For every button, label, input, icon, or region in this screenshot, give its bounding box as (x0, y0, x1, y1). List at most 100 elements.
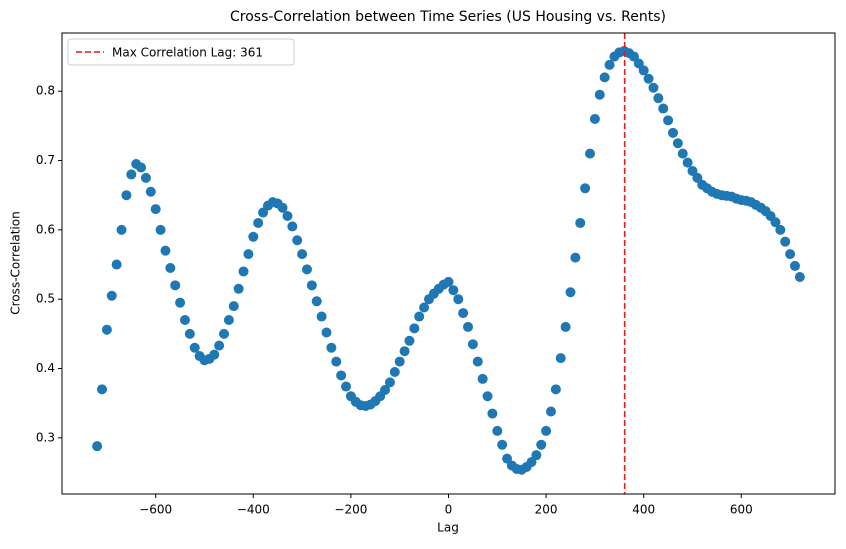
x-axis-label: Lag (437, 521, 459, 535)
point (687, 165, 698, 176)
point (184, 328, 195, 339)
point (150, 204, 161, 215)
point (165, 263, 176, 274)
point (570, 252, 581, 263)
point (638, 65, 649, 76)
point (316, 311, 327, 322)
point (677, 148, 688, 159)
point (233, 283, 244, 294)
point (448, 285, 459, 296)
point (487, 408, 498, 419)
x-tick-label: −400 (237, 503, 270, 517)
point (492, 425, 503, 436)
point (121, 190, 132, 201)
point (145, 186, 156, 197)
point (453, 294, 464, 305)
point (175, 297, 186, 308)
point (306, 280, 317, 291)
y-tick-label: 0.7 (36, 153, 55, 167)
point (97, 384, 108, 395)
point (282, 211, 293, 222)
x-tick-label: 400 (632, 503, 655, 517)
point (160, 245, 171, 256)
point (575, 217, 586, 228)
point (384, 377, 395, 388)
point (560, 321, 571, 332)
chart-title: Cross-Correlation between Time Series (U… (230, 9, 666, 25)
point (458, 308, 469, 319)
point (399, 346, 410, 357)
point (341, 381, 352, 392)
x-tick-label: 200 (535, 503, 558, 517)
point (389, 366, 400, 377)
point (565, 287, 576, 298)
point (101, 324, 112, 335)
point (136, 162, 147, 173)
point (633, 58, 644, 69)
point (409, 323, 420, 334)
x-tick-label: −200 (334, 503, 367, 517)
legend-box (67, 38, 295, 66)
point (106, 290, 117, 301)
point (467, 339, 478, 350)
point (541, 425, 552, 436)
point (585, 148, 596, 159)
point (653, 93, 664, 104)
point (238, 266, 249, 277)
point (253, 217, 264, 228)
point (414, 311, 425, 322)
point (126, 169, 137, 180)
x-tick-label: 0 (445, 503, 453, 517)
point (214, 340, 225, 351)
point (594, 89, 605, 100)
legend-label: Max Correlation Lag: 361 (112, 46, 263, 60)
x-tick-label: 600 (730, 503, 753, 517)
point (394, 356, 405, 367)
point (658, 103, 669, 114)
point (502, 453, 513, 464)
point (331, 356, 342, 367)
point (672, 138, 683, 149)
point (189, 342, 200, 353)
point (785, 249, 796, 260)
point (419, 302, 430, 313)
point (228, 301, 239, 312)
y-tick-label: 0.5 (36, 292, 55, 306)
point (789, 260, 800, 271)
point (111, 259, 122, 270)
point (336, 370, 347, 381)
point (482, 391, 493, 402)
point (243, 249, 254, 260)
point (667, 127, 678, 138)
point (297, 249, 308, 260)
y-tick-label: 0.6 (36, 222, 55, 236)
point (292, 235, 303, 246)
point (155, 224, 166, 235)
point (599, 72, 610, 83)
point (648, 82, 659, 93)
point (219, 328, 230, 339)
point (531, 450, 542, 461)
point (589, 113, 600, 124)
point (170, 280, 181, 291)
point (545, 406, 556, 417)
y-tick-label: 0.8 (36, 84, 55, 98)
point (794, 272, 805, 283)
point (628, 51, 639, 62)
point (555, 353, 566, 364)
point (223, 314, 234, 325)
y-axis-label: Cross-Correlation (9, 211, 23, 314)
y-tick-label: 0.3 (36, 430, 55, 444)
x-tick-label: −600 (139, 503, 172, 517)
point (321, 327, 332, 338)
point (580, 183, 591, 194)
point (526, 457, 537, 468)
point (663, 115, 674, 126)
point (536, 439, 547, 450)
point (780, 236, 791, 247)
point (116, 224, 127, 235)
point (643, 73, 654, 84)
point (287, 221, 298, 232)
point (692, 172, 703, 183)
point (209, 349, 220, 360)
